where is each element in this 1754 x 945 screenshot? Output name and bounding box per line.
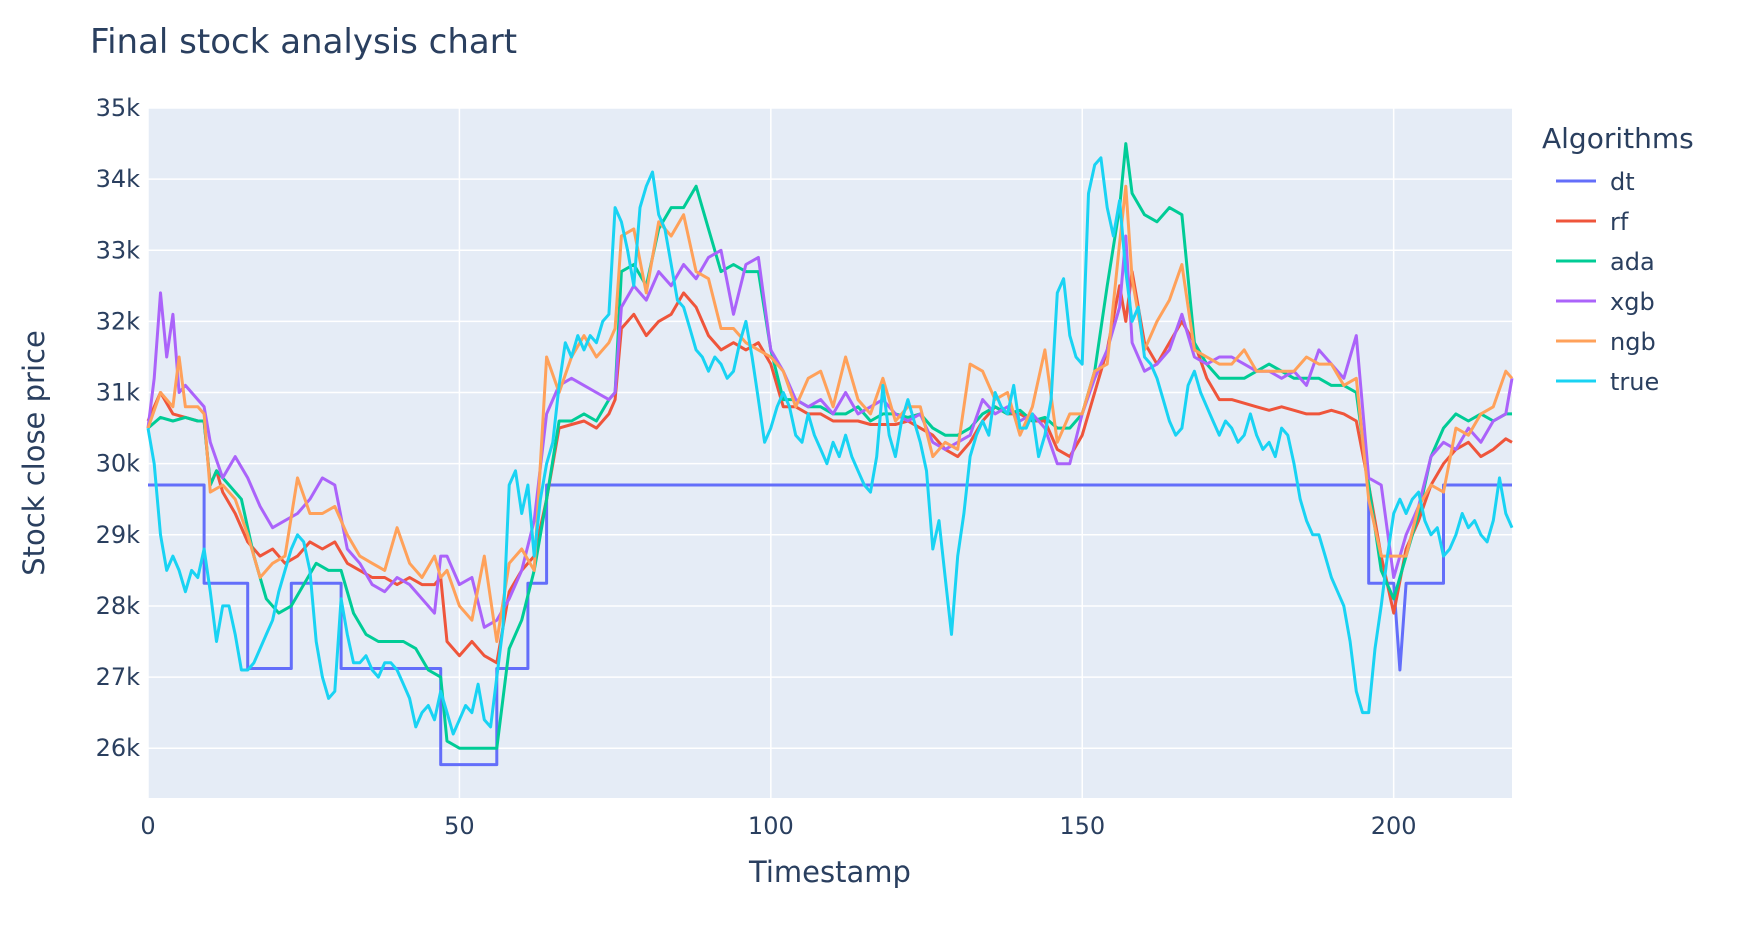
y-axis-title: Stock close price bbox=[17, 330, 51, 576]
legend-label-rf[interactable]: rf bbox=[1610, 208, 1629, 236]
y-tick-label: 34k bbox=[96, 165, 141, 193]
x-axis-title: Timestamp bbox=[748, 855, 911, 889]
series-line-ngb bbox=[146, 184, 1514, 643]
y-tick-label: 31k bbox=[96, 379, 141, 407]
y-tick-label: 27k bbox=[96, 663, 141, 691]
legend-label-true[interactable]: true bbox=[1610, 368, 1659, 396]
legend: Algorithms dt rf ada xgb ngb true bbox=[1542, 122, 1694, 396]
x-axis-ticks: 0 50 100 150 200 bbox=[140, 812, 1416, 840]
y-tick-label: 35k bbox=[96, 94, 141, 122]
x-tick-label: 0 bbox=[140, 812, 155, 840]
series-line-true bbox=[146, 156, 1514, 736]
grid-lines bbox=[147, 107, 1512, 798]
x-tick-label: 150 bbox=[1059, 812, 1105, 840]
y-axis-ticks: 26k 27k 28k 29k 30k 31k 32k 33k 34k 35k bbox=[96, 94, 141, 762]
x-tick-label: 50 bbox=[444, 812, 475, 840]
legend-label-ada[interactable]: ada bbox=[1610, 248, 1655, 276]
y-tick-label: 33k bbox=[96, 236, 141, 264]
y-tick-label: 29k bbox=[96, 521, 141, 549]
x-tick-label: 200 bbox=[1371, 812, 1417, 840]
legend-title: Algorithms bbox=[1542, 122, 1694, 155]
y-tick-label: 32k bbox=[96, 307, 141, 335]
series-lines bbox=[146, 142, 1514, 767]
series-line-rf bbox=[146, 270, 1513, 665]
legend-label-xgb[interactable]: xgb bbox=[1610, 288, 1655, 316]
legend-label-dt[interactable]: dt bbox=[1610, 168, 1635, 196]
y-tick-label: 28k bbox=[96, 592, 141, 620]
y-tick-label: 30k bbox=[96, 450, 141, 478]
x-tick-label: 100 bbox=[748, 812, 794, 840]
legend-label-ngb[interactable]: ngb bbox=[1610, 328, 1656, 356]
y-tick-label: 26k bbox=[96, 734, 141, 762]
chart-title: Final stock analysis chart bbox=[90, 22, 517, 62]
